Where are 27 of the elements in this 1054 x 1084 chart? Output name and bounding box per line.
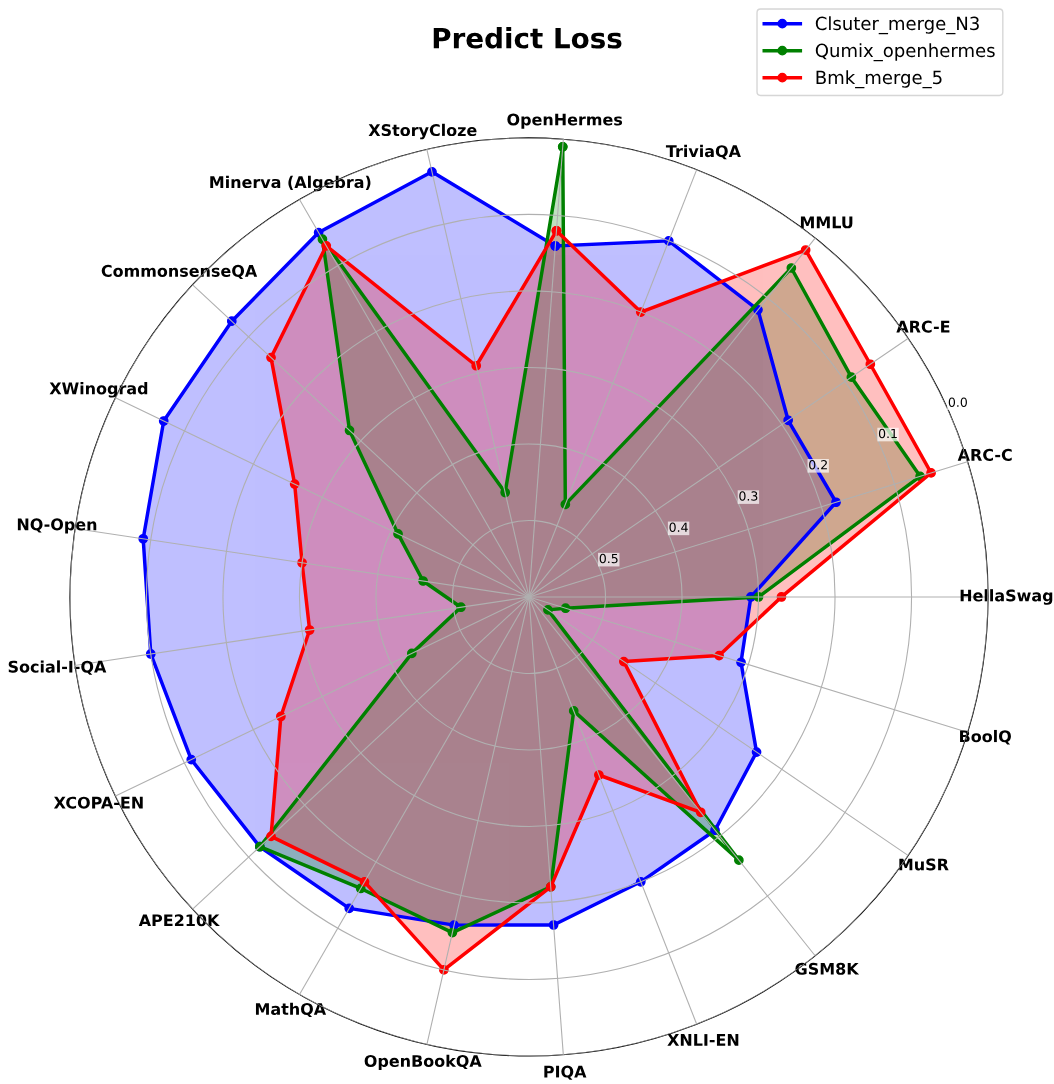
spoke-label: XCOPA-EN <box>53 796 143 809</box>
y-tick-label: 0.2 <box>809 459 827 470</box>
text: Predict Loss <box>433 27 622 49</box>
y-tick-label: 0.5 <box>599 553 618 564</box>
legend-label: Bmk_merge_5 <box>816 70 942 89</box>
spoke-label: BoolQ <box>960 729 1011 745</box>
spoke-label: MMLU <box>800 216 853 229</box>
legend-label: Qumix_openhermes <box>815 43 995 62</box>
spoke-label: MathQA <box>255 1002 327 1018</box>
spoke-label: XWinograd <box>49 382 148 398</box>
legend-label: Clsuter_merge_N3 <box>815 16 979 35</box>
spoke-label: OpenBookQA <box>364 1054 482 1071</box>
spoke-label: HellaSwag <box>960 589 1053 605</box>
spoke-label: GSM8K <box>795 962 860 975</box>
spoke-label: XNLI-EN <box>667 1034 739 1046</box>
spoke-label: XStoryCloze <box>368 123 477 140</box>
spoke-label: OpenHermes <box>507 113 623 129</box>
spoke-label: PIQA <box>544 1065 587 1080</box>
spoke-label: Social-I-QA <box>8 660 107 675</box>
y-tick-label: 0.1 <box>878 428 897 439</box>
spoke-label: MuSR <box>899 858 949 871</box>
spoke-label: TriviaQA <box>665 144 741 160</box>
y-tick-label: 0.3 <box>739 491 758 501</box>
spoke-label: ARC-C <box>957 448 1012 461</box>
spoke-label: NQ-Open <box>17 518 97 534</box>
y-tick-label: 0.4 <box>669 522 688 532</box>
y-tick-label: 0.0 <box>948 397 967 407</box>
